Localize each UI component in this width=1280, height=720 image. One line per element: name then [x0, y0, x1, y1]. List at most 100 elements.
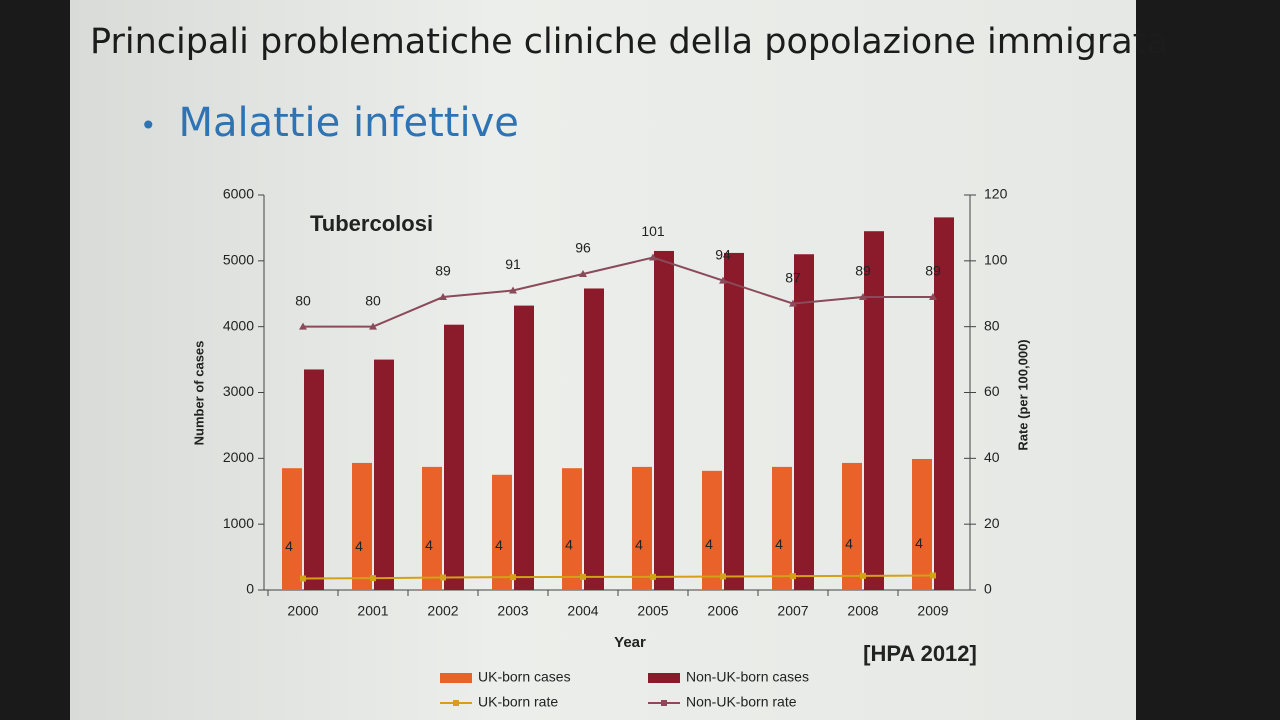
data-label: 4	[425, 537, 433, 553]
x-tick-label: 2005	[637, 603, 668, 619]
marker	[860, 572, 866, 579]
bar	[632, 466, 652, 590]
data-label: 80	[295, 292, 311, 308]
bar	[584, 288, 604, 590]
y2-tick-label: 40	[984, 449, 1000, 465]
marker	[790, 573, 796, 580]
x-tick-label: 2009	[917, 603, 948, 619]
bar	[724, 252, 744, 590]
data-label: 4	[635, 537, 643, 553]
chart-annotation: Tubercolosi	[310, 211, 433, 236]
bar	[374, 359, 394, 590]
data-label: 80	[365, 292, 381, 308]
marker	[719, 276, 727, 284]
marker	[649, 253, 657, 261]
bullet: • Malattie infettive	[140, 100, 519, 146]
bar	[912, 458, 932, 590]
marker	[509, 286, 517, 294]
x-tick-label: 2003	[497, 603, 528, 619]
x-tick-label: 2001	[357, 603, 388, 619]
marker	[579, 270, 587, 277]
y2-axis-label: Rate (per 100,000)	[1015, 339, 1030, 450]
y-tick-label: 5000	[223, 252, 254, 268]
data-label: 89	[855, 263, 871, 279]
y-axis-label: Number of cases	[191, 341, 206, 446]
slide-title: Principali problematiche cliniche della …	[90, 22, 1168, 62]
data-label: 89	[435, 263, 451, 279]
legend-label: Non-UK-born cases	[686, 669, 809, 685]
bar	[492, 474, 512, 590]
y2-tick-label: 80	[984, 317, 1000, 333]
bar	[514, 305, 534, 590]
legend-marker	[661, 700, 667, 706]
marker	[859, 293, 867, 301]
y2-tick-label: 60	[984, 383, 1000, 399]
marker	[369, 322, 377, 330]
marker	[650, 573, 656, 580]
bar	[934, 217, 954, 590]
y2-tick-label: 20	[984, 515, 1000, 531]
marker	[370, 575, 376, 582]
legend-label: Non-UK-born rate	[686, 694, 797, 710]
line	[303, 256, 933, 328]
marker	[580, 573, 586, 580]
legend-label: UK-born rate	[478, 694, 558, 710]
bar	[702, 470, 722, 590]
bullet-dot: •	[140, 108, 157, 142]
bar	[772, 466, 792, 590]
marker	[439, 293, 447, 301]
data-label: 4	[775, 536, 783, 552]
legend-label: UK-born cases	[478, 669, 571, 685]
data-label: 4	[285, 538, 293, 554]
data-label: 4	[565, 537, 573, 553]
x-tick-label: 2008	[847, 603, 878, 619]
bar	[282, 468, 302, 590]
marker	[510, 574, 516, 581]
data-label: 4	[915, 535, 923, 551]
data-label: 96	[575, 240, 591, 256]
legend-swatch	[648, 673, 680, 683]
bar	[864, 231, 884, 591]
bar	[562, 468, 582, 590]
y-tick-label: 0	[246, 581, 254, 597]
data-label: 91	[505, 256, 521, 272]
bar	[304, 369, 324, 590]
x-axis-label: Year	[614, 634, 646, 651]
marker	[930, 572, 936, 579]
x-tick-label: 2006	[707, 603, 738, 619]
data-label: 94	[715, 246, 731, 262]
y-tick-label: 6000	[223, 186, 254, 202]
data-label: 101	[641, 223, 665, 239]
legend-marker	[453, 700, 459, 706]
y-tick-label: 2000	[223, 449, 254, 465]
y-tick-label: 4000	[223, 317, 254, 333]
y2-tick-label: 120	[984, 186, 1008, 202]
data-label: 4	[845, 536, 853, 552]
x-tick-label: 2000	[287, 603, 318, 619]
y2-tick-label: 100	[984, 252, 1008, 268]
data-label: 4	[355, 538, 363, 554]
legend-swatch	[440, 673, 472, 683]
x-tick-label: 2004	[567, 603, 598, 619]
y-tick-label: 3000	[223, 383, 254, 399]
bar	[654, 250, 674, 591]
bar	[444, 324, 464, 590]
x-tick-label: 2002	[427, 603, 458, 619]
bar	[352, 462, 372, 590]
source: [HPA 2012]	[863, 641, 977, 666]
data-label: 89	[925, 263, 941, 279]
bar	[422, 466, 442, 590]
marker	[929, 293, 937, 301]
bar	[842, 462, 862, 590]
data-label: 4	[705, 536, 713, 552]
data-label: 87	[785, 269, 801, 285]
y-tick-label: 1000	[223, 515, 254, 531]
marker	[299, 322, 307, 330]
marker	[720, 573, 726, 580]
x-tick-label: 2007	[777, 603, 808, 619]
marker	[440, 574, 446, 581]
line	[302, 574, 934, 580]
marker	[300, 575, 306, 582]
